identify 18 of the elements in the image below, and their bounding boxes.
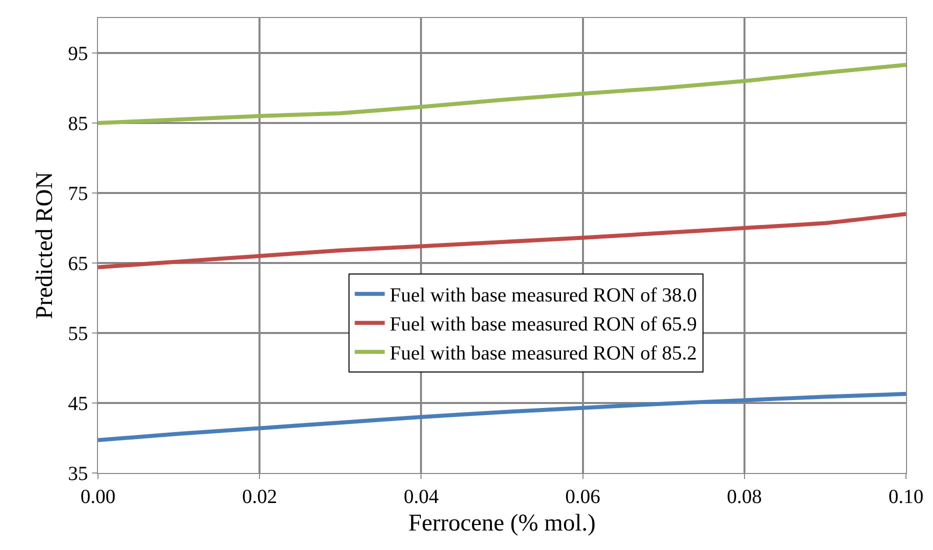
x-tick-label: 0.08 <box>726 486 762 508</box>
y-tick-label: 45 <box>68 393 88 415</box>
x-tick-label: 0.04 <box>404 486 439 508</box>
y-tick-label: 75 <box>68 183 88 205</box>
x-tick-label: 0.00 <box>80 486 116 508</box>
y-tick-label: 95 <box>68 43 88 65</box>
y-tick-label: 55 <box>68 323 88 345</box>
y-tick-label: 65 <box>68 253 88 275</box>
legend-label: Fuel with base measured RON of 38.0 <box>390 284 697 307</box>
x-tick-label: 0.02 <box>242 486 278 508</box>
legend-label: Fuel with base measured RON of 65.9 <box>390 314 697 336</box>
legend-label: Fuel with base measured RON of 85.2 <box>390 342 697 365</box>
y-axis-title: Predicted RON <box>32 172 58 320</box>
x-tick-label: 0.10 <box>888 486 924 508</box>
y-tick-label: 35 <box>68 463 88 485</box>
x-tick-label: 0.06 <box>565 486 600 508</box>
y-tick-label: 85 <box>68 113 88 135</box>
x-axis-title: Ferrocene (% mol.) <box>408 510 596 536</box>
